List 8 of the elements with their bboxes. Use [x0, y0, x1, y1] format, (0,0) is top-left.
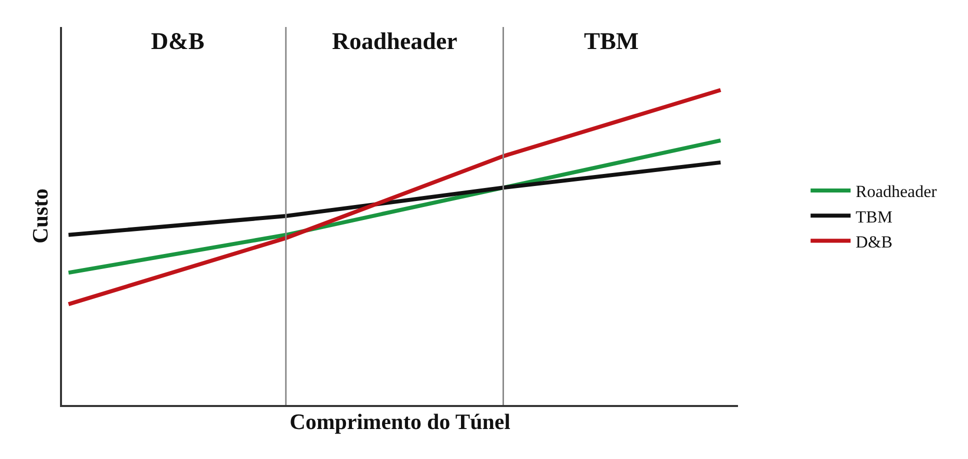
text: TBM: [584, 29, 639, 55]
x-axis-title: Comprimento do Túnel: [290, 409, 510, 434]
text: D&B: [151, 29, 204, 55]
legend-label: Roadheader: [856, 182, 938, 202]
text: Roadheader: [332, 29, 458, 55]
legend-label: TBM: [856, 207, 892, 226]
y-axis-title: Custo: [28, 188, 53, 244]
legend-label: D&B: [856, 232, 892, 252]
